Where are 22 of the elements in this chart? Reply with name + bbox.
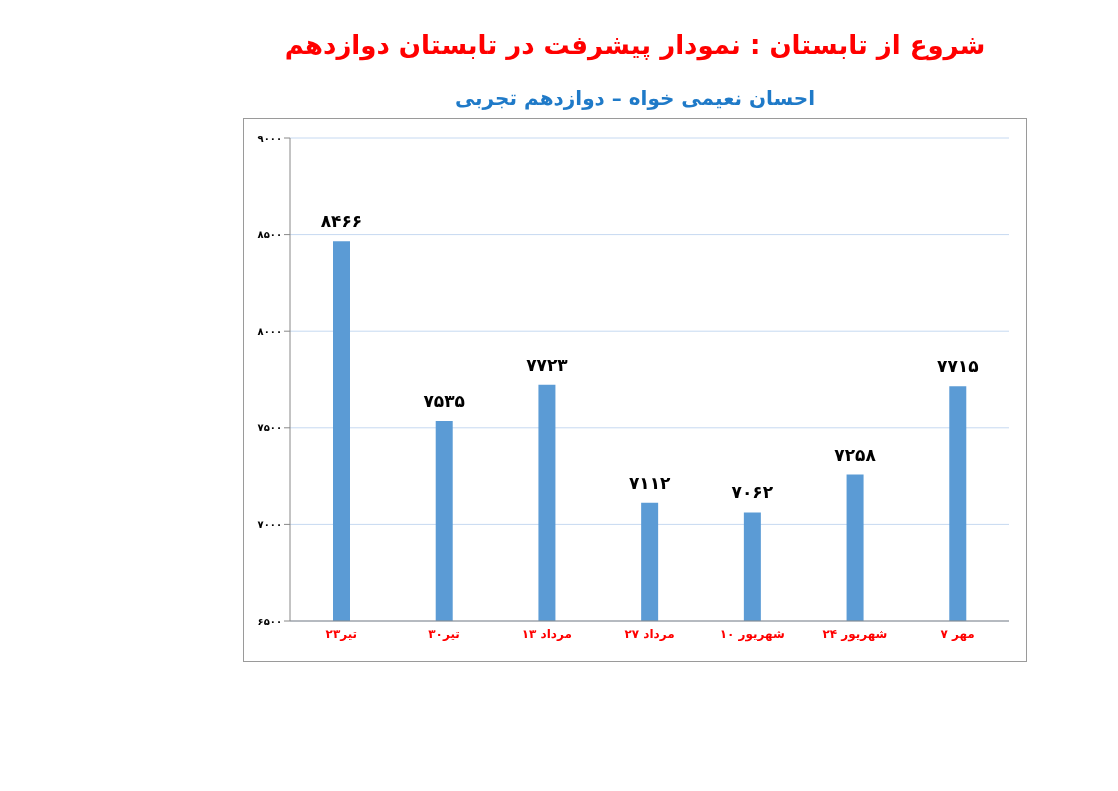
x-tick-label: ۲۳تیر [325,626,358,641]
data-label: ۷۷۲۳ [526,354,569,375]
x-tick-label: ۳۰تیر [428,626,460,641]
x-tick-label: ۱۳ مرداد [521,626,572,641]
y-tick-label: ۷۵۰۰ [257,422,282,434]
data-label: ۷۷۱۵ [937,356,979,377]
x-tick-label: ۷ مهر [940,626,975,641]
data-label: ۷۰۶۲ [731,482,774,503]
y-tick-label: ۸۵۰۰ [257,229,282,241]
x-tick-label: ۱۰ شهریور [719,626,785,642]
x-tick-label: ۲۴ شهریور [822,626,888,642]
data-label: ۷۲۵۸ [834,444,877,465]
data-label: ۸۴۶۶ [320,211,363,232]
y-tick-label: ۹۰۰۰ [257,132,282,144]
chart-subtitle: احسان نعیمی خواه – دوازدهم تجربی [453,86,817,110]
data-label: ۷۱۱۲ [628,472,672,493]
x-tick-label: ۲۷ مرداد [624,626,675,641]
y-tick-label: ۸۰۰۰ [257,325,282,337]
y-tick-label: ۷۰۰۰ [257,518,282,530]
data-label: ۷۵۳۵ [423,391,465,412]
chart-title: شروع از تابستان : نمودار پیشرفت در تابستان دوازدهم [283,30,987,60]
y-tick-label: ۶۵۰۰ [257,615,282,627]
